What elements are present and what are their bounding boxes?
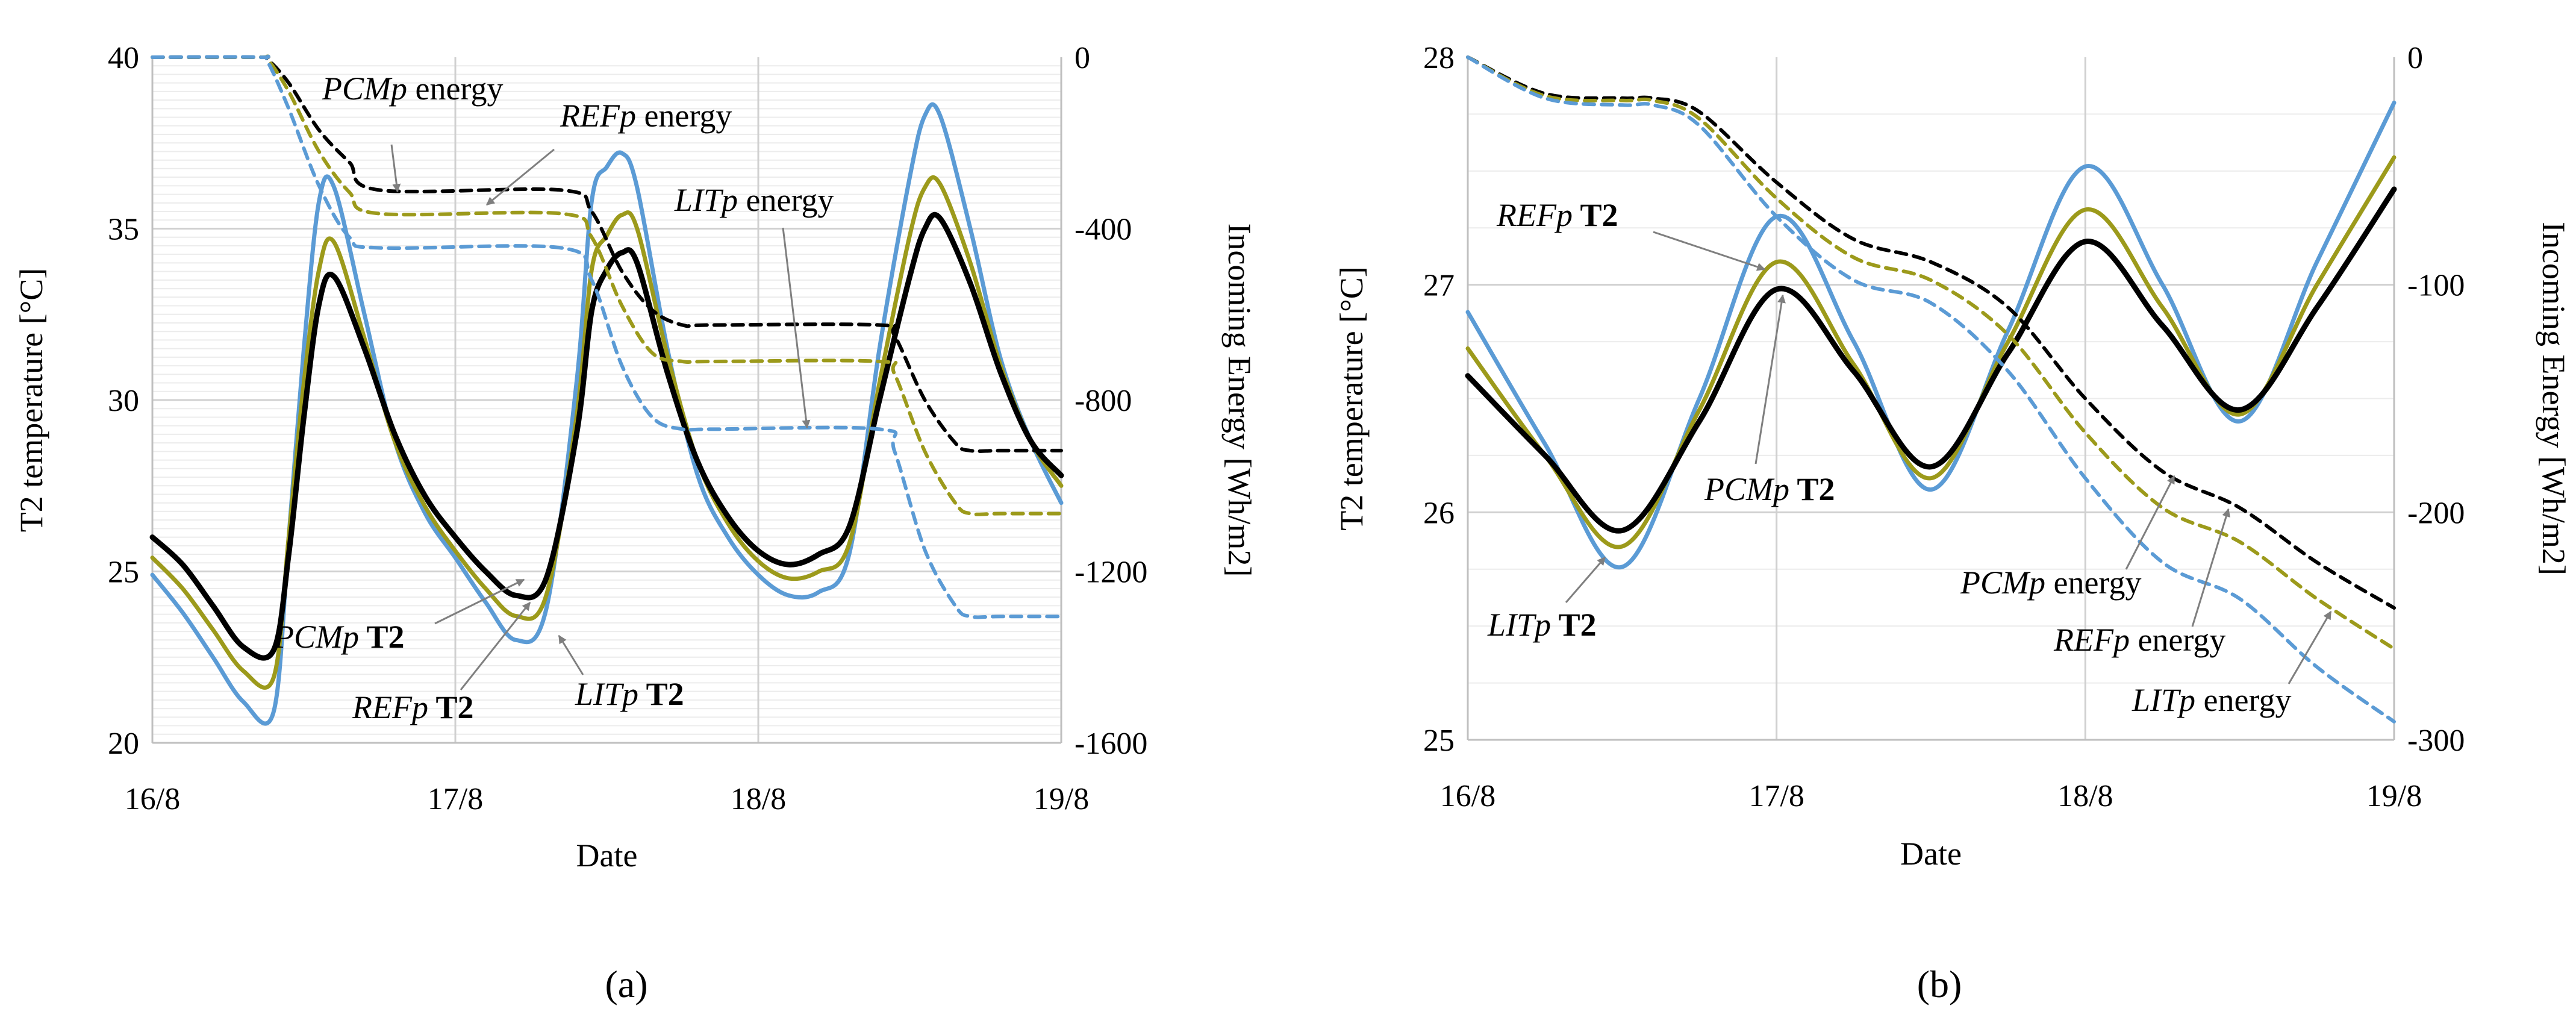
- chart1-annotation-label: LITp T2: [575, 676, 684, 712]
- chart2-annotation-label: PCMp energy: [1960, 565, 2141, 601]
- chart1-annotation-label: PCMp T2: [273, 619, 405, 655]
- chart-panel-a: 20 25 30 35 40 -1600 -1200 -800 -400 0 16/8 17/8 18/…: [13, 41, 1258, 874]
- chart2-y2-axis-label: Incoming Energy [Wh/m2]: [2536, 222, 2572, 575]
- chart2-y-tick-label: 27: [1423, 269, 1455, 303]
- chart-panel-b: 25 26 27 28 -300 -200 -100 0 16/8 17/8 18/8 19/8 Dat…: [1333, 41, 2572, 872]
- chart1-y2-tick-label: -800: [1074, 384, 1132, 418]
- chart1-series-pcmp-energy: [151, 55, 1063, 453]
- chart1-y-tick-label: 25: [108, 555, 139, 590]
- chart1-y-axis-label: T2 temperature [°C]: [13, 268, 49, 532]
- chart1-y2-tick-label: -1600: [1074, 727, 1147, 761]
- chart2-annotation-arrow: [2288, 610, 2332, 684]
- chart1-series-litp-t2: [150, 102, 1064, 726]
- chart2-y2-tick-label: -100: [2407, 269, 2465, 303]
- chart2-series-pcmp-energy: [1466, 55, 2396, 610]
- chart1-annotation-arrow: [460, 601, 531, 690]
- chart2-annotation-arrow: [2125, 475, 2175, 570]
- chart1-annotation-arrow: [558, 634, 584, 675]
- chart2-series-group: [1465, 55, 2397, 724]
- chart2-annotation: LITp T2: [1487, 556, 1606, 643]
- chart1-y-tick-label: 40: [108, 41, 139, 75]
- chart2-y-axis-label: T2 temperature [°C]: [1333, 266, 1370, 530]
- chart1-annotation: LITp T2: [558, 634, 684, 712]
- panel-label-a: (a): [605, 963, 647, 1006]
- chart1-annotation: REFp energy: [485, 98, 732, 206]
- chart1-series-group: [149, 54, 1064, 726]
- chart1-x-tick-label: 18/8: [731, 782, 786, 816]
- chart2-annotation-arrow: [1754, 294, 1786, 465]
- chart1-annotation-label: PCMp energy: [322, 70, 503, 107]
- chart2-annotation-arrow: [1653, 231, 1766, 271]
- chart2-annotation: PCMp T2: [1704, 294, 1835, 507]
- chart2-y-tick-label: 28: [1423, 41, 1455, 75]
- chart2-annotation-label: REFp T2: [1496, 197, 1618, 233]
- chart1-annotation: PCMp T2: [273, 578, 525, 655]
- chart1-annotation-arrow: [390, 144, 401, 193]
- chart1-x-tick-label: 19/8: [1034, 782, 1089, 816]
- chart2-series-refp-energy: [1466, 55, 2396, 651]
- chart2-annotation-label: REFp energy: [2053, 622, 2225, 658]
- chart2-annotation: PCMp energy: [1960, 475, 2175, 601]
- chart2-annotation: LITp energy: [2132, 610, 2332, 718]
- chart1-annotation: REFp T2: [352, 601, 531, 725]
- chart2-x-tick-label: 18/8: [2057, 779, 2113, 813]
- chart2-series-refp-t2: [1465, 155, 2397, 549]
- chart2-annotation: REFp T2: [1496, 197, 1766, 271]
- chart1-y-tick-label: 30: [108, 384, 139, 418]
- chart2-series-pcmp-t2: [1465, 186, 2397, 534]
- chart1-series-pcmp-t2: [149, 211, 1064, 661]
- chart1-y-tick-label: 35: [108, 213, 139, 247]
- chart2-x-tick-label: 17/8: [1748, 779, 1804, 813]
- chart2-series-litp-energy: [1466, 55, 2396, 724]
- chart2-annotation-arrow: [2191, 508, 2230, 627]
- chart1-annotation-label: REFp energy: [560, 98, 732, 134]
- chart1-annotation: PCMp energy: [322, 70, 503, 193]
- chart1-x-tick-label: 17/8: [428, 782, 483, 816]
- chart1-annotation-arrow: [782, 227, 811, 429]
- chart1-series-litp-energy: [151, 54, 1063, 619]
- panel-label-b: (b): [1917, 963, 1962, 1006]
- chart1-y2-tick-label: -1200: [1074, 555, 1147, 590]
- chart1-annotation-arrow: [434, 578, 525, 625]
- chart1-annotation-arrow: [485, 148, 555, 206]
- chart1-series-refp-energy: [151, 54, 1063, 516]
- chart2-x-axis-label: Date: [1900, 836, 1962, 872]
- chart2-y-tick-label: 26: [1423, 496, 1455, 530]
- chart2-annotation-arrow: [1565, 556, 1606, 603]
- chart2-x-tick-label: 19/8: [2366, 779, 2422, 813]
- chart1-annotation-label: LITp energy: [674, 182, 834, 218]
- chart2-annotation-label: PCMp T2: [1704, 471, 1835, 507]
- chart1-x-axis-label: Date: [576, 837, 638, 874]
- chart2-x-tick-label: 16/8: [1440, 779, 1495, 813]
- chart2-y-tick-label: 25: [1423, 724, 1455, 758]
- chart2-annotation: REFp energy: [2053, 508, 2230, 658]
- chart2-series-litp-t2: [1465, 101, 2397, 570]
- chart1-annotation: LITp energy: [674, 182, 834, 429]
- chart1-y2-axis-label: Incoming Energy [Wh/m2]: [1221, 224, 1258, 577]
- chart2-annotation-label: LITp T2: [1487, 607, 1597, 643]
- chart1-y2-tick-label: -400: [1074, 213, 1132, 247]
- chart2-annotation-label: LITp energy: [2132, 682, 2292, 718]
- chart1-annotation-label: REFp T2: [352, 689, 474, 725]
- chart1-x-tick-label: 16/8: [125, 782, 180, 816]
- chart1-y2-tick-label: 0: [1074, 41, 1090, 75]
- chart2-y2-tick-label: -300: [2407, 724, 2465, 758]
- chart2-y2-tick-label: -200: [2407, 496, 2465, 530]
- chart1-y-tick-label: 20: [108, 727, 139, 761]
- chart2-y2-tick-label: 0: [2407, 41, 2423, 75]
